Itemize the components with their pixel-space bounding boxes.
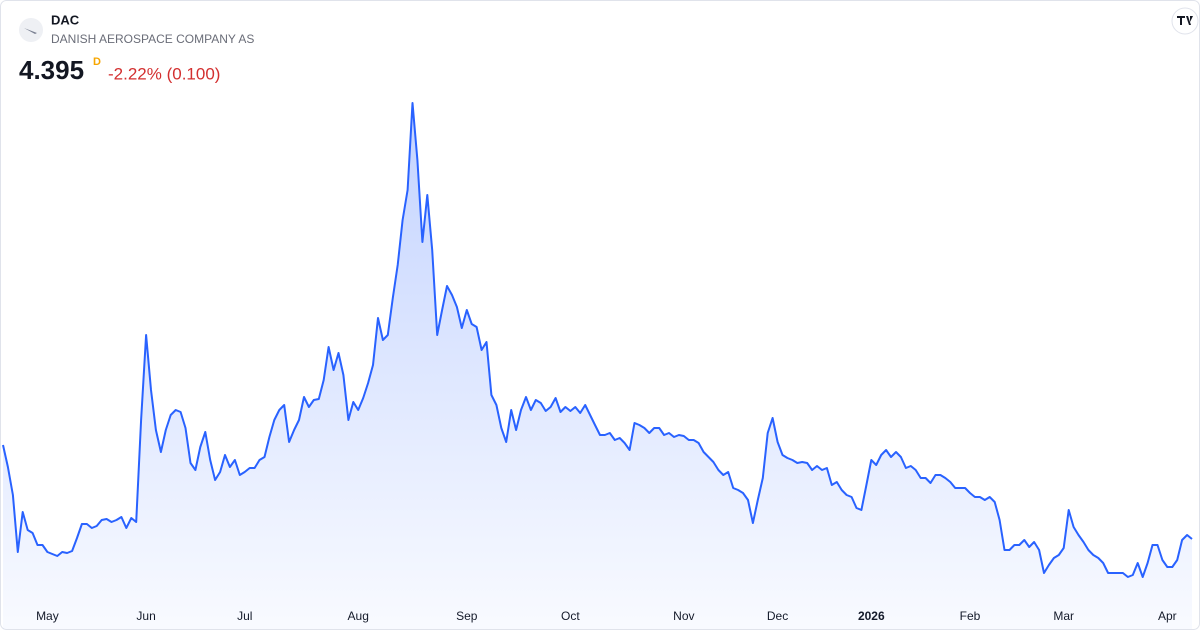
symbol: DAC bbox=[51, 12, 80, 27]
company-name: DANISH AEROSPACE COMPANY AS bbox=[51, 32, 254, 46]
symbol-logo-icon bbox=[24, 28, 37, 34]
plot-area: MayJunJulAugSepOctNovDec2026FebMarApr bbox=[2, 102, 1193, 629]
brand-logo[interactable] bbox=[1171, 7, 1199, 35]
symbol-logo bbox=[19, 18, 43, 42]
last-price: 4.395 bbox=[19, 55, 84, 85]
brand-logo-icon bbox=[1177, 16, 1193, 25]
price-line bbox=[2, 102, 1193, 578]
interval: D bbox=[93, 56, 101, 68]
price-area bbox=[3, 103, 1192, 629]
price-change: -2.22% (0.100) bbox=[108, 64, 220, 83]
